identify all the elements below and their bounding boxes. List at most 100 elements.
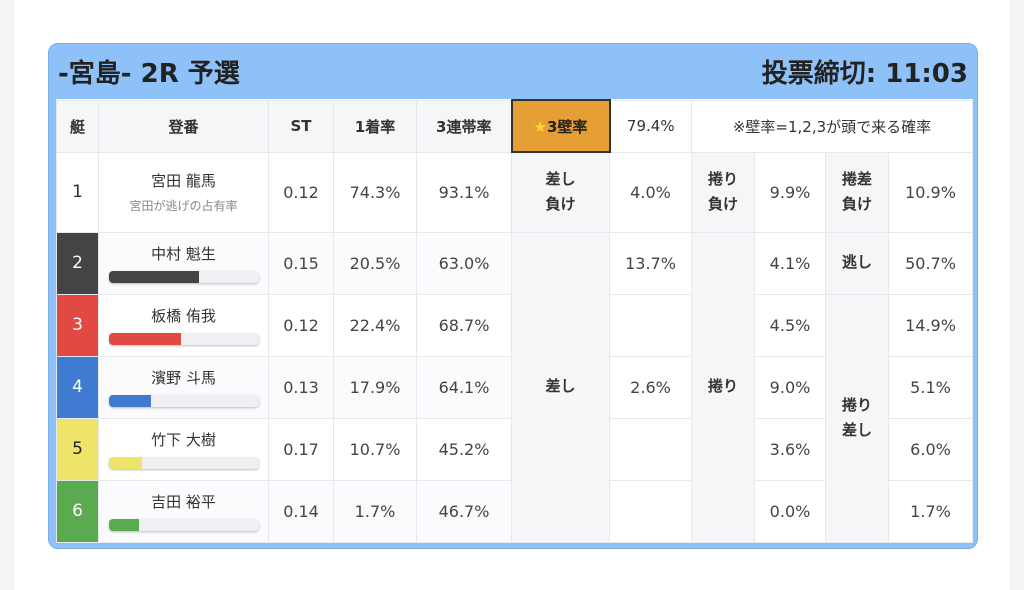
pattern-label: 差し負け (545, 169, 576, 214)
deadline: 投票締切: 11:03 (761, 59, 968, 89)
pattern-label-cell: 捲り負け (691, 151, 755, 233)
racer-cell[interactable]: 吉田 裕平 (98, 479, 269, 543)
share-bar (108, 333, 259, 345)
share-bar (108, 271, 259, 283)
col-wall-label: 3壁率 (547, 117, 588, 136)
st-value: 0.12 (268, 293, 334, 357)
pattern-label-cell: 逃し (825, 231, 889, 295)
table-row: 3 板橋 侑我 0.12 22.4% 68.7% 4.5% 捲り差し 14.9% (56, 293, 973, 543)
table-row: 6 吉田 裕平 0.14 1.7% 46.7% 0.0% 1.7% (56, 479, 973, 543)
pattern-value (609, 479, 692, 543)
first-rate: 10.7% (333, 417, 417, 481)
top3-rate: 68.7% (416, 293, 512, 357)
top3-rate: 46.7% (416, 479, 512, 543)
pattern-value: 0.0% (754, 479, 826, 543)
racer-name: 宮田 龍馬 (151, 172, 216, 190)
racer-cell[interactable]: 宮田 龍馬宮田が逃げの占有率 (98, 151, 269, 233)
first-rate: 17.9% (333, 355, 417, 419)
pattern-value (609, 293, 692, 357)
pattern-value (609, 417, 692, 481)
pattern-label: 捲り負け (707, 169, 738, 214)
boat-number: 2 (56, 231, 99, 295)
share-bar (108, 519, 259, 531)
table-row: 5 竹下 大樹 0.17 10.7% 45.2% 3.6% 6.0% (56, 417, 973, 481)
pattern-label-cell: 捲差負け (825, 151, 889, 233)
top3-rate: 93.1% (416, 151, 512, 233)
col-top3: 3連帯率 (416, 99, 512, 153)
top3-rate: 64.1% (416, 355, 512, 419)
st-value: 0.12 (268, 151, 334, 233)
share-bar-fill (108, 271, 199, 283)
boat-number: 3 (56, 293, 99, 357)
header-row: 艇 登番 ST 1着率 3連帯率 ★3壁率 79.4% ※壁率=1,2,3が頭で… (56, 99, 973, 153)
race-card: -宮島- 2R 予選 投票締切: 11:03 艇 登番 ST 1着率 3連帯率 … (48, 43, 978, 549)
pattern-value: 3.6% (754, 417, 826, 481)
first-rate: 22.4% (333, 293, 417, 357)
pattern-value: 6.0% (888, 417, 973, 481)
share-bar-fill (108, 519, 139, 531)
col-boat: 艇 (56, 99, 99, 153)
top3-rate: 45.2% (416, 417, 512, 481)
star-icon: ★ (533, 117, 547, 136)
racer-subtext: 宮田が逃げの占有率 (129, 199, 238, 213)
pattern-label: 捲り (707, 377, 738, 396)
wall-value: 79.4% (609, 99, 692, 153)
pattern-label-cell: 差し負け (511, 151, 610, 233)
col-wall: ★3壁率 (510, 99, 611, 153)
st-value: 0.17 (268, 417, 334, 481)
pattern-value: 4.1% (754, 231, 826, 295)
pattern-label: 逃し (841, 253, 872, 272)
col-first: 1着率 (333, 99, 417, 153)
st-value: 0.14 (268, 479, 334, 543)
table-row: 2 中村 魁生 0.15 20.5% 63.0% 差し 13.7% 捲り 4.1% 逃し 50.7% (56, 231, 973, 543)
racer-cell[interactable]: 中村 魁生 (98, 231, 269, 295)
pattern-value: 9.9% (754, 151, 826, 233)
pattern-value: 5.1% (888, 355, 973, 419)
share-bar (108, 457, 259, 469)
first-rate: 20.5% (333, 231, 417, 295)
pattern-value: 50.7% (888, 231, 973, 295)
boat-number: 5 (56, 417, 99, 481)
racer-name: 板橋 侑我 (151, 307, 216, 325)
boat-number: 4 (56, 355, 99, 419)
racer-cell[interactable]: 板橋 侑我 (98, 293, 269, 357)
pattern-value: 1.7% (888, 479, 973, 543)
pattern-value: 9.0% (754, 355, 826, 419)
share-bar-fill (108, 333, 181, 345)
racer-cell[interactable]: 竹下 大樹 (98, 417, 269, 481)
racer-cell[interactable]: 濱野 斗馬 (98, 355, 269, 419)
pattern-value: 13.7% (609, 231, 692, 295)
pattern-value: 4.0% (609, 151, 692, 233)
top3-rate: 63.0% (416, 231, 512, 295)
racer-name: 竹下 大樹 (151, 431, 216, 449)
pattern-label-cell: 捲り差し (825, 293, 889, 543)
share-bar-fill (108, 395, 151, 407)
race-header: -宮島- 2R 予選 投票締切: 11:03 (56, 44, 970, 99)
pattern-label: 捲り差し (841, 395, 872, 440)
racer-name: 濱野 斗馬 (151, 369, 216, 387)
left-gutter (0, 0, 14, 590)
st-value: 0.15 (268, 231, 334, 295)
race-title: -宮島- 2R 予選 (58, 59, 240, 89)
first-rate: 1.7% (333, 479, 417, 543)
col-racer: 登番 (98, 99, 269, 153)
col-st: ST (268, 99, 334, 153)
boat-number: 6 (56, 479, 99, 543)
share-bar (108, 395, 259, 407)
racer-name: 中村 魁生 (151, 245, 216, 263)
pattern-value: 2.6% (609, 355, 692, 419)
racer-name: 吉田 裕平 (151, 493, 216, 511)
first-rate: 74.3% (333, 151, 417, 233)
race-table: 艇 登番 ST 1着率 3連帯率 ★3壁率 79.4% ※壁率=1,2,3が頭で… (56, 99, 973, 543)
pattern-label-cell: 捲り (691, 231, 755, 543)
st-value: 0.13 (268, 355, 334, 419)
table-row: 1 宮田 龍馬 宮田が逃げの占有率 0.12 74.3% 93.1% 差し負け 4.0% 捲り負… (56, 151, 973, 233)
boat-number: 1 (56, 151, 99, 233)
share-bar-fill (108, 457, 142, 469)
pattern-value: 14.9% (888, 293, 973, 357)
pattern-label: 差し (545, 377, 576, 396)
pattern-value: 4.5% (754, 293, 826, 357)
table-row: 4 濱野 斗馬 0.13 17.9% 64.1% 2.6% 9.0% 5.1% (56, 355, 973, 419)
right-gutter (1010, 0, 1024, 590)
pattern-label-cell: 差し (511, 231, 610, 543)
